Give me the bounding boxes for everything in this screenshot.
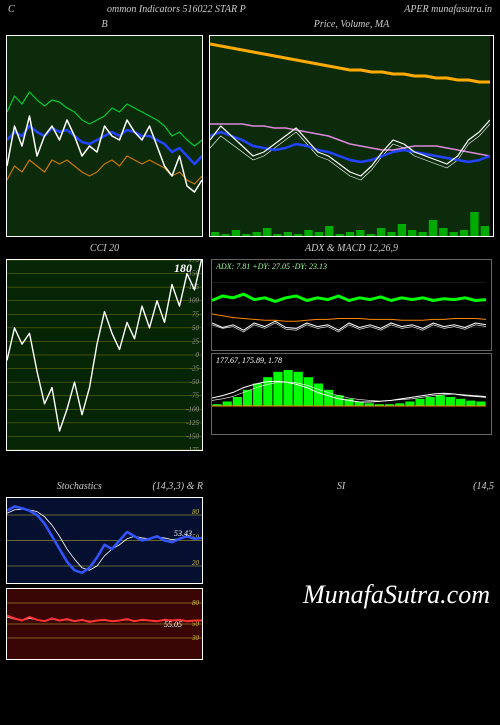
rsi-title-r: (14,5 xyxy=(473,481,494,492)
svg-text:-50: -50 xyxy=(190,378,200,386)
svg-text:180: 180 xyxy=(174,261,192,275)
adx-panel: ADX: 7.81 +DY: 27.05 -DY: 23.13 xyxy=(211,259,492,351)
adx-label: ADX: 7.81 +DY: 27.05 -DY: 23.13 xyxy=(216,262,327,271)
rsi-title-l: SI xyxy=(337,481,345,492)
svg-text:-100: -100 xyxy=(186,405,199,413)
stoch-panel: 20508053.43 xyxy=(6,497,203,584)
row-2: CCI 20 -175 -150 -125 -100 -75 -50 -25 0 25 50 75 1… xyxy=(0,243,500,451)
cci-title: CCI 20 xyxy=(6,243,203,257)
svg-text:80: 80 xyxy=(192,599,200,607)
rsi-title: SI (14,5 xyxy=(209,481,494,495)
svg-text:-125: -125 xyxy=(186,419,199,427)
cci-chart: -175-150-125-100-75-50-25025507510012515… xyxy=(7,260,202,450)
macd-chart xyxy=(212,354,486,434)
svg-text:-75: -75 xyxy=(190,392,200,400)
ma-chart xyxy=(210,36,490,236)
ma-panel xyxy=(209,35,494,237)
svg-text:-25: -25 xyxy=(190,365,200,373)
svg-text:30: 30 xyxy=(191,634,200,642)
stoch-title-r: (14,3,3) & R xyxy=(152,481,203,492)
cci-panel: -175-150-125-100-75-50-25025507510012515… xyxy=(6,259,203,451)
bb-panel xyxy=(6,35,203,237)
macd-panel: 177.67, 175.89, 1.78 xyxy=(211,353,492,435)
header-center: ommon Indicators 516022 STAR P xyxy=(71,4,281,15)
macd-label: 177.67, 175.89, 1.78 xyxy=(216,356,282,365)
bb-chart xyxy=(7,36,202,236)
adx-chart xyxy=(212,260,486,350)
rsi-panel: 30508055.05 xyxy=(6,588,203,660)
bb-title: B xyxy=(6,19,203,33)
svg-text:55.05: 55.05 xyxy=(164,620,182,629)
stoch-title: Stochastics (14,3,3) & R xyxy=(6,481,203,495)
ma-title: Price, Volume, MA xyxy=(209,19,494,33)
svg-text:-175: -175 xyxy=(186,446,199,450)
svg-text:100: 100 xyxy=(189,297,200,305)
svg-text:75: 75 xyxy=(192,310,200,318)
svg-text:0: 0 xyxy=(196,351,200,359)
svg-text:25: 25 xyxy=(192,337,200,345)
row-3: Stochastics (14,3,3) & R 20508053.43 305… xyxy=(0,481,500,660)
header-left: C xyxy=(8,4,71,15)
rsi-chart: 30508055.05 xyxy=(7,589,202,659)
svg-text:20: 20 xyxy=(192,559,200,567)
stoch-chart: 20508053.43 xyxy=(7,498,202,583)
page-header: C ommon Indicators 516022 STAR P APER mu… xyxy=(0,0,500,19)
svg-text:-150: -150 xyxy=(186,432,199,440)
svg-text:53.43: 53.43 xyxy=(174,529,192,538)
adx-macd-panel: ADX: 7.81 +DY: 27.05 -DY: 23.13 177.67, … xyxy=(209,259,494,449)
header-right: APER munafasutra.in xyxy=(282,4,492,15)
row-1: B Price, Volume, MA xyxy=(0,19,500,237)
adx-title: ADX & MACD 12,26,9 xyxy=(209,243,494,257)
stoch-title-l: Stochastics xyxy=(57,481,102,492)
svg-text:80: 80 xyxy=(192,508,200,516)
svg-text:50: 50 xyxy=(192,324,200,332)
